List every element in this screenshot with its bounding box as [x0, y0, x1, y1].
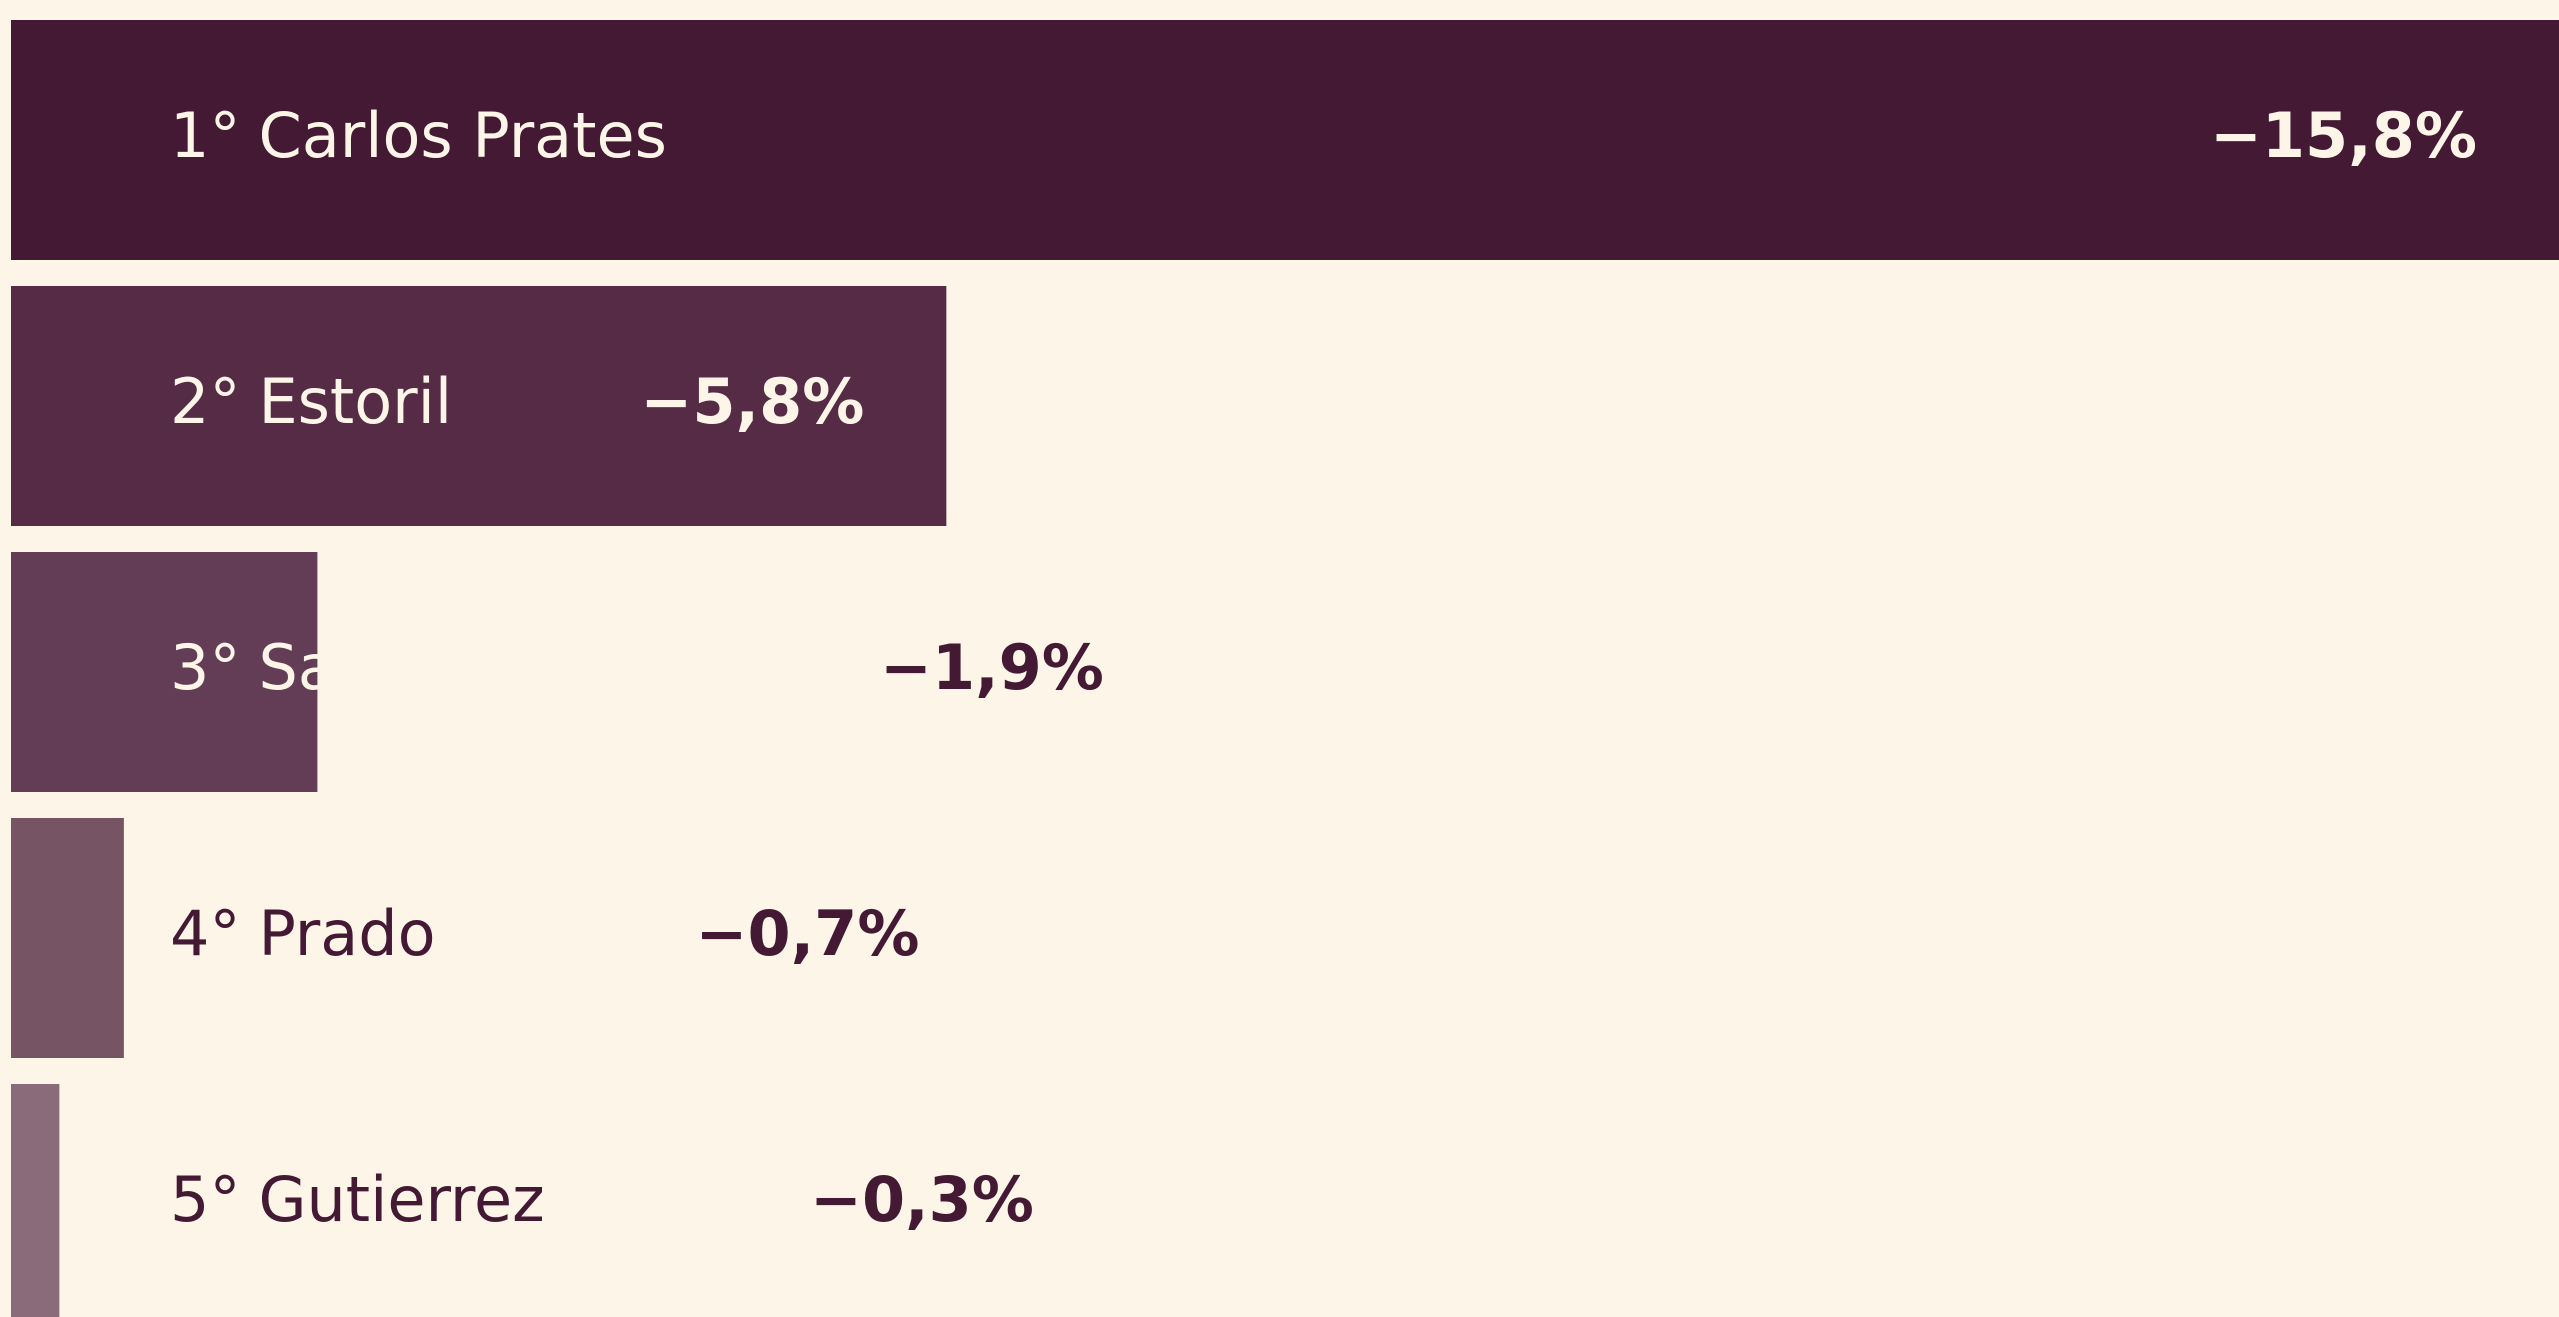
rank-label: 5° — [170, 1163, 240, 1236]
category-label: Carlos Prates — [258, 99, 666, 172]
bar — [11, 20, 2559, 260]
category-label: Estoril — [258, 365, 452, 438]
rank-label: 1° — [170, 99, 240, 172]
rank-label: 2° — [170, 365, 240, 438]
bar — [11, 1084, 60, 1317]
bar — [11, 818, 124, 1058]
category-label: Prado — [258, 897, 435, 970]
value-label: −5,8% — [640, 365, 864, 438]
value-label: −0,7% — [696, 897, 920, 970]
bar — [11, 552, 318, 792]
rank-label: 4° — [170, 897, 240, 970]
category-label: Gutierrez — [258, 1163, 544, 1236]
bar — [11, 286, 947, 526]
value-label: −1,9% — [880, 631, 1104, 704]
rank-label: 3° — [170, 631, 240, 704]
category-label: Santo Agostinho — [258, 631, 767, 704]
value-label: −0,3% — [810, 1163, 1034, 1236]
value-label: −15,8% — [2210, 99, 2477, 172]
